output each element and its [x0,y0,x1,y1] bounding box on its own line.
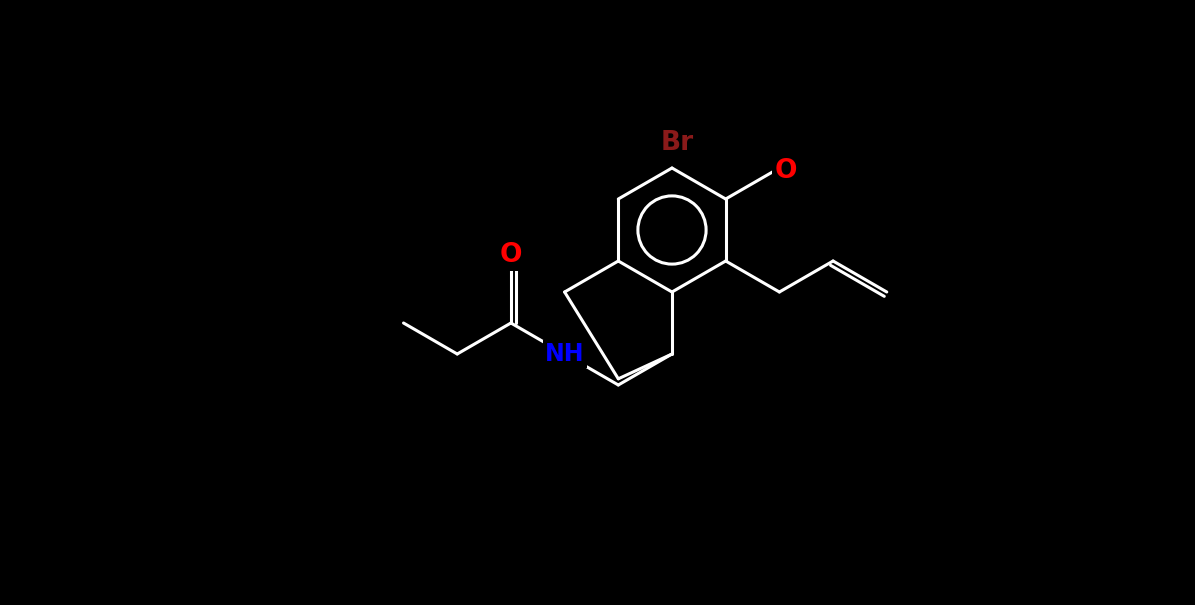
Text: NH: NH [545,342,584,366]
Text: O: O [774,158,797,184]
Text: Br: Br [661,130,693,156]
Text: O: O [500,242,522,268]
